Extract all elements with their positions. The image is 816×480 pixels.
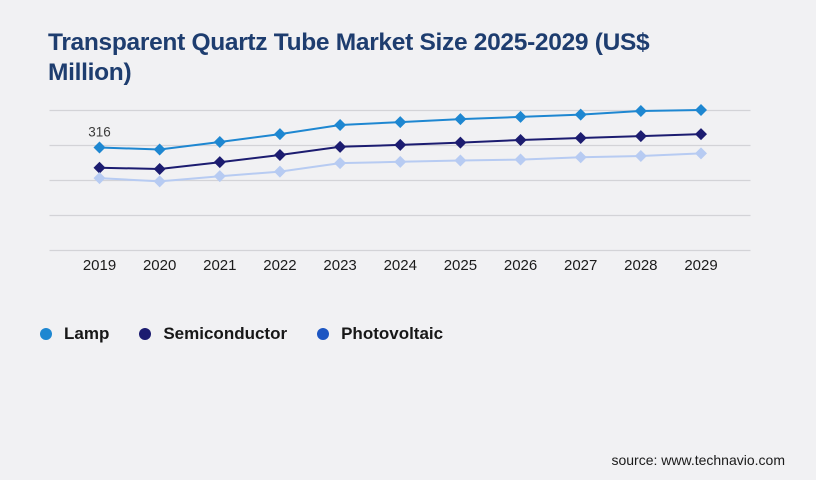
data-point-semiconductor-2020 — [153, 163, 166, 176]
data-point-photovoltaic-2028 — [634, 149, 647, 162]
data-point-semiconductor-2027 — [574, 132, 587, 145]
data-point-lamp-2023 — [334, 119, 347, 132]
legend-swatch-icon — [139, 328, 152, 340]
chart-title: Transparent Quartz Tube Market Size 2025… — [48, 29, 650, 87]
line-chart-plot-area: 316 — [49, 104, 751, 252]
data-point-photovoltaic-2020 — [153, 175, 166, 188]
data-point-photovoltaic-2023 — [334, 157, 347, 170]
data-point-semiconductor-2026 — [514, 134, 527, 147]
data-point-lamp-2025 — [454, 113, 467, 126]
data-point-photovoltaic-2027 — [574, 151, 587, 164]
data-point-semiconductor-2029 — [695, 128, 707, 141]
data-point-photovoltaic-2024 — [394, 155, 407, 168]
chart-legend: Lamp Semiconductor Photovoltaic — [40, 324, 443, 344]
data-point-photovoltaic-2021 — [213, 170, 226, 183]
x-axis-label-2021: 2021 — [203, 257, 237, 274]
source-attribution: source: www.technavio.com — [611, 452, 785, 468]
x-axis-label-2024: 2024 — [383, 257, 417, 274]
legend-swatch-icon — [317, 328, 330, 340]
data-point-lamp-2027 — [574, 108, 587, 121]
legend-item-photovoltaic[interactable]: Photovoltaic — [317, 324, 443, 344]
data-point-lamp-2019 — [93, 141, 106, 154]
data-point-photovoltaic-2029 — [695, 147, 707, 160]
data-point-lamp-2020 — [153, 143, 166, 156]
data-point-lamp-2029 — [695, 104, 707, 117]
legend-label: Lamp — [64, 324, 110, 343]
data-label-lamp-2019: 316 — [88, 125, 111, 140]
data-point-semiconductor-2023 — [334, 140, 347, 153]
legend-item-lamp[interactable]: Lamp — [40, 324, 109, 344]
legend-label: Semiconductor — [163, 324, 288, 343]
legend-swatch-icon — [40, 328, 52, 340]
x-axis-label-2022: 2022 — [263, 257, 297, 274]
data-point-semiconductor-2025 — [454, 136, 467, 149]
data-point-lamp-2021 — [213, 135, 226, 148]
x-axis-label-2019: 2019 — [82, 257, 117, 274]
legend-item-semiconductor[interactable]: Semiconductor — [139, 324, 287, 344]
data-point-semiconductor-2021 — [213, 156, 226, 169]
x-axis-label-2020: 2020 — [142, 257, 177, 274]
data-point-lamp-2024 — [394, 116, 407, 129]
x-axis-label-2023: 2023 — [323, 257, 357, 274]
x-axis: 2019 2020 2021 2022 2023 2024 2025 2026 2027 2028… — [0, 257, 816, 277]
data-point-semiconductor-2028 — [634, 130, 647, 143]
data-point-lamp-2028 — [634, 104, 647, 117]
legend-label: Photovoltaic — [341, 324, 444, 343]
x-axis-label-2027: 2027 — [564, 257, 598, 274]
x-axis-label-2025: 2025 — [443, 257, 478, 274]
data-point-photovoltaic-2019 — [93, 172, 106, 185]
data-point-photovoltaic-2022 — [273, 165, 286, 178]
x-axis-label-2029: 2029 — [684, 257, 718, 274]
data-point-photovoltaic-2025 — [454, 154, 467, 167]
data-point-photovoltaic-2026 — [514, 153, 527, 166]
data-point-semiconductor-2019 — [93, 161, 106, 174]
x-axis-label-2028: 2028 — [624, 257, 658, 274]
data-point-semiconductor-2022 — [273, 148, 286, 161]
data-point-lamp-2022 — [273, 128, 286, 141]
data-point-semiconductor-2024 — [394, 138, 407, 151]
data-point-lamp-2026 — [514, 110, 527, 123]
x-axis-label-2026: 2026 — [503, 257, 538, 274]
